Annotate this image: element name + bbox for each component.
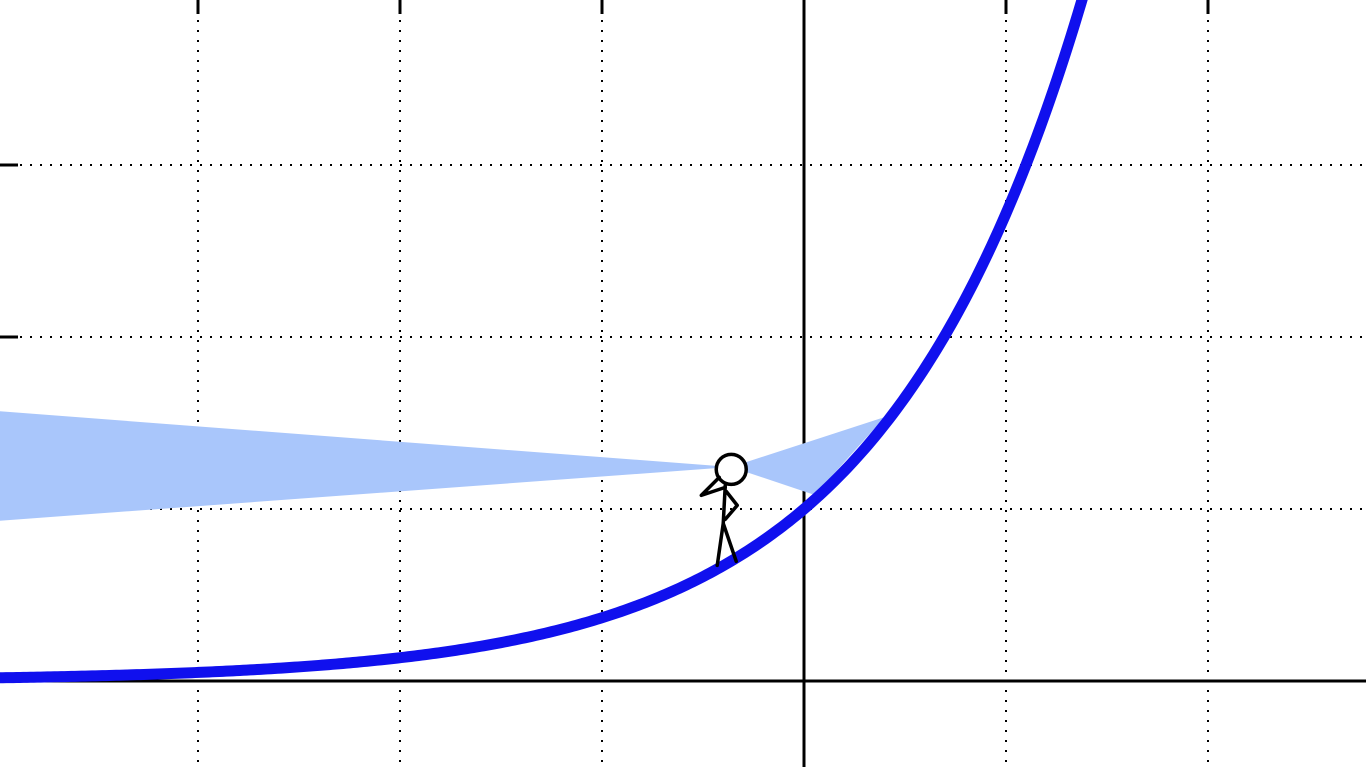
sight-cones	[0, 411, 885, 521]
sight-cone-backward	[0, 411, 732, 521]
curve-layer	[0, 0, 1088, 684]
figure-leg-left	[715, 521, 725, 568]
figure-arm-left	[699, 475, 727, 498]
figure-head	[714, 452, 748, 487]
figure-leg-right	[721, 521, 738, 564]
stick-figure-icon	[699, 452, 748, 568]
figure-arm-right	[723, 489, 739, 522]
sight-cone-forward	[731, 417, 885, 495]
exponential-curve	[0, 0, 1088, 684]
